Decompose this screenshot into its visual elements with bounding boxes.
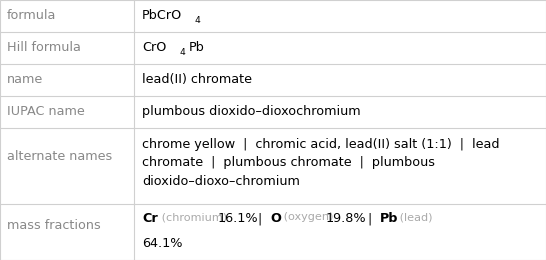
Text: 64.1%: 64.1% [142, 237, 182, 250]
Text: formula: formula [7, 9, 56, 22]
Text: mass fractions: mass fractions [7, 218, 100, 231]
Text: Pb: Pb [188, 41, 204, 54]
Text: alternate names: alternate names [7, 150, 112, 163]
Text: plumbous dioxido–dioxochromium: plumbous dioxido–dioxochromium [142, 105, 360, 118]
Text: name: name [7, 73, 43, 86]
Text: O: O [270, 212, 281, 225]
Text: IUPAC name: IUPAC name [7, 105, 84, 118]
Text: Pb: Pb [380, 212, 399, 225]
Text: 4: 4 [194, 16, 200, 25]
Text: (oxygen): (oxygen) [280, 212, 336, 222]
Text: (lead): (lead) [396, 212, 433, 222]
Text: lead(II) chromate: lead(II) chromate [142, 73, 252, 86]
Text: 19.8%: 19.8% [326, 212, 366, 225]
Text: Cr: Cr [142, 212, 158, 225]
Text: 16.1%: 16.1% [217, 212, 258, 225]
Text: 4: 4 [179, 48, 185, 57]
Text: (chromium): (chromium) [158, 212, 231, 222]
Text: PbCrO: PbCrO [142, 9, 182, 22]
Text: CrO: CrO [142, 41, 167, 54]
Text: chrome yellow  |  chromic acid, lead(II) salt (1:1)  |  lead
chromate  |  plumbo: chrome yellow | chromic acid, lead(II) s… [142, 138, 500, 187]
Text: |: | [250, 212, 270, 225]
Text: |: | [360, 212, 380, 225]
Text: Hill formula: Hill formula [7, 41, 80, 54]
